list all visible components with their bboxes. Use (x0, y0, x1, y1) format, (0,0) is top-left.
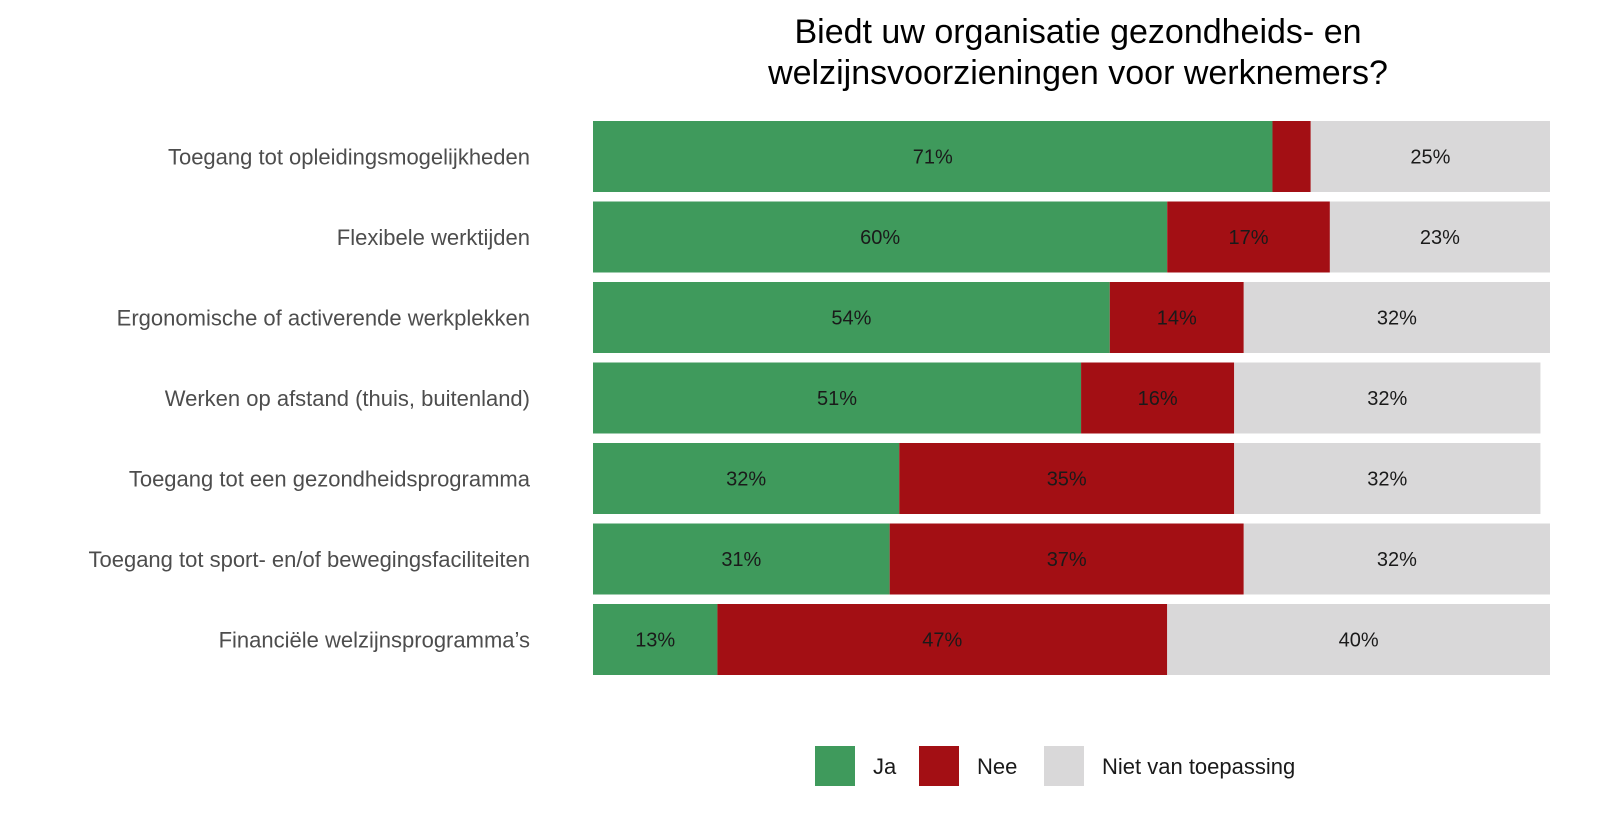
bar-segment (1243, 282, 1550, 353)
bar-segment (1329, 201, 1550, 273)
bar-value-label: 32% (1377, 308, 1417, 330)
bar-segment (1167, 201, 1330, 273)
legend-label: Niet van toepassing (1102, 754, 1295, 779)
legend: Ja Nee Niet van toepassing (815, 746, 1295, 786)
bar-value-label: 47% (922, 630, 962, 652)
bar-segment (1109, 282, 1244, 353)
bar-value-label: 32% (726, 469, 766, 491)
bar-segment (1310, 121, 1550, 192)
bar-value-label: 51% (817, 388, 857, 410)
bar-value-label: 32% (1367, 388, 1407, 410)
bar-segment (593, 201, 1168, 273)
bar-value-label: 14% (1157, 308, 1197, 330)
bar-value-label: 37% (1047, 549, 1087, 571)
category-label: Toegang tot sport- en/of bewegingsfacili… (88, 547, 530, 572)
bar-segment (593, 604, 718, 675)
category-label: Toegang tot opleidingsmogelijkheden (168, 145, 530, 170)
bar-value-label: 13% (635, 630, 675, 652)
bar-segment (1081, 362, 1235, 434)
category-label: Ergonomische of activerende werkplekken (117, 306, 530, 331)
category-labels: Toegang tot opleidingsmogelijkheden Flexi… (88, 145, 530, 653)
category-label: Flexibele werktijden (337, 225, 530, 250)
chart-title-line-1: Biedt uw organisatie gezondheids- en (794, 13, 1361, 51)
bar-segment (1234, 443, 1541, 514)
bar-value-label: 32% (1377, 549, 1417, 571)
category-label: Toegang tot een gezondheidsprogramma (129, 467, 531, 492)
category-label: Werken op afstand (thuis, buitenland) (165, 386, 530, 411)
legend-label: Ja (873, 754, 897, 779)
bar-value-labels: 71% 25% 60% 17% 23% 54% 14% 32% 51% 16% 32% 32% 35% 3… (635, 147, 1460, 652)
bar-value-label: 60% (860, 227, 900, 249)
bar-value-label: 54% (831, 308, 871, 330)
bar-segment (593, 121, 1273, 192)
bar-segment (1243, 523, 1550, 595)
legend-label: Nee (977, 754, 1017, 779)
bar-value-label: 31% (721, 549, 761, 571)
legend-swatch (815, 746, 855, 786)
bar-segment (593, 362, 1082, 434)
bar-value-label: 35% (1047, 469, 1087, 491)
chart-title-line-2: welzijnsvoorzieningen voor werknemers? (767, 54, 1388, 92)
bar-segment (1272, 121, 1311, 192)
bar-segment (717, 604, 1168, 675)
bar-value-label: 40% (1339, 630, 1379, 652)
category-label: Financiële welzijnsprogramma’s (219, 628, 530, 653)
bar-value-label: 17% (1229, 227, 1269, 249)
bar-value-label: 23% (1420, 227, 1460, 249)
bar-value-label: 71% (913, 147, 953, 169)
bar-segment (593, 523, 890, 595)
bar-segment (593, 282, 1110, 353)
legend-swatch (1044, 746, 1084, 786)
bar-segment (889, 523, 1244, 595)
bar-value-label: 25% (1410, 147, 1450, 169)
bar-segment (1167, 604, 1550, 675)
bar-segment (593, 443, 900, 514)
bar-value-label: 16% (1138, 388, 1178, 410)
bars (593, 121, 1550, 675)
bar-segment (899, 443, 1235, 514)
bar-segment (1234, 362, 1541, 434)
legend-swatch (919, 746, 959, 786)
bar-value-label: 32% (1367, 469, 1407, 491)
